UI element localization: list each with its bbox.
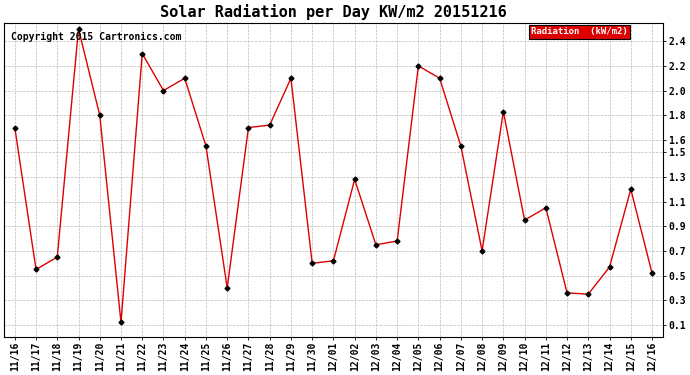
Text: Radiation  (kW/m2): Radiation (kW/m2) [531, 27, 628, 36]
Title: Solar Radiation per Day KW/m2 20151216: Solar Radiation per Day KW/m2 20151216 [160, 4, 506, 20]
Text: Copyright 2015 Cartronics.com: Copyright 2015 Cartronics.com [11, 32, 181, 42]
